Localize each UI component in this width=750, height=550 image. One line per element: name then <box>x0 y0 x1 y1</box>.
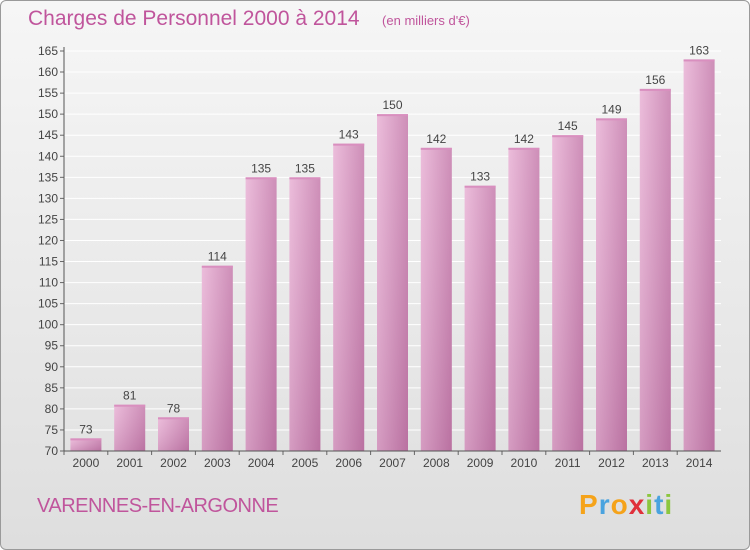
data-label: 133 <box>470 170 490 184</box>
logo-letter: i <box>664 489 674 520</box>
y-tick-label: 135 <box>38 170 58 184</box>
bar-shade <box>201 265 233 451</box>
bar-shade <box>596 118 627 452</box>
bar-top <box>114 404 146 407</box>
bar-shade <box>552 135 584 452</box>
logo-letter: r <box>598 489 611 520</box>
bar-top <box>552 135 584 138</box>
data-labels: 73 81 78 114 135 135 143 150 142 133 142 145 149 156 1… <box>79 43 709 436</box>
x-axis-ticks: 2000 2001 2002 2003 2004 2005 2006 2007 2008 2009… <box>63 451 713 470</box>
bar-top <box>377 114 408 117</box>
bar-top <box>639 88 671 91</box>
bar-shade <box>333 143 365 451</box>
x-tick-label: 2004 <box>248 456 275 470</box>
bar-shade <box>114 404 146 451</box>
data-label: 156 <box>645 73 665 87</box>
bars <box>70 59 715 452</box>
proxiti-logo: Proxiti <box>579 489 673 521</box>
y-tick-label: 105 <box>38 297 58 311</box>
y-tick-label: 115 <box>39 255 58 269</box>
bar-top <box>158 417 189 420</box>
x-tick-label: 2002 <box>160 456 187 470</box>
y-tick-label: 120 <box>38 233 58 247</box>
y-tick-label: 165 <box>38 44 58 58</box>
y-tick-label: 110 <box>39 276 58 290</box>
x-tick-label: 2011 <box>555 456 581 470</box>
bar-top <box>420 147 452 150</box>
data-label: 73 <box>79 422 93 436</box>
data-label: 149 <box>601 102 621 116</box>
y-tick-label: 80 <box>45 402 59 416</box>
x-tick-label: 2013 <box>642 456 669 470</box>
y-tick-label: 145 <box>38 128 58 142</box>
bar-shade <box>464 185 496 451</box>
logo-letter: o <box>610 489 629 520</box>
bar-shade <box>420 147 452 451</box>
x-tick-label: 2003 <box>204 456 231 470</box>
y-tick-label: 155 <box>38 86 58 100</box>
title-row: Charges de Personnel 2000 à 2014 (en mil… <box>28 7 470 31</box>
bar-top <box>201 265 233 268</box>
chart-subtitle: (en milliers d'€) <box>382 13 470 28</box>
data-label: 114 <box>208 250 227 264</box>
bar-shade <box>245 177 277 451</box>
y-tick-label: 130 <box>38 191 58 205</box>
data-label: 142 <box>514 132 534 146</box>
data-label: 142 <box>426 132 446 146</box>
bar-top <box>508 147 540 150</box>
bar-top <box>596 118 627 121</box>
bar-shade <box>289 177 321 451</box>
x-tick-label: 2006 <box>335 456 362 470</box>
logo-letter: i <box>645 489 655 520</box>
logo-letter: P <box>579 489 599 520</box>
x-tick-label: 2012 <box>598 456 625 470</box>
y-tick-label: 150 <box>38 107 58 121</box>
x-tick-label: 2010 <box>511 456 538 470</box>
y-tick-label: 85 <box>45 381 59 395</box>
y-tick-label: 70 <box>45 444 59 458</box>
bar-shade <box>639 88 671 451</box>
y-axis-ticks: 70 75 80 85 90 95 100 105 110 115 120 125 130 135 140 1… <box>38 44 64 458</box>
bar-shade <box>70 438 102 451</box>
y-tick-label: 95 <box>45 339 59 353</box>
bar-top <box>683 59 715 62</box>
bar-top <box>464 185 496 188</box>
data-label: 163 <box>689 43 709 57</box>
bar-shade <box>377 114 408 451</box>
bar-shade <box>508 147 540 451</box>
bar-top <box>289 177 321 180</box>
logo-letter: x <box>628 489 646 520</box>
x-tick-label: 2005 <box>292 456 319 470</box>
y-tick-label: 125 <box>38 212 58 226</box>
data-label: 135 <box>251 161 271 175</box>
y-tick-label: 90 <box>45 360 59 374</box>
data-label: 78 <box>167 401 181 415</box>
axes <box>63 47 721 452</box>
data-label: 143 <box>339 128 359 142</box>
bar-top <box>333 143 365 146</box>
data-label: 135 <box>295 161 315 175</box>
x-tick-label: 2001 <box>116 456 143 470</box>
y-tick-label: 160 <box>38 65 58 79</box>
bar-shade <box>683 59 715 451</box>
data-label: 145 <box>558 119 578 133</box>
y-tick-label: 75 <box>45 423 59 437</box>
bar-top <box>245 177 277 180</box>
x-tick-label: 2008 <box>423 456 450 470</box>
x-tick-label: 2000 <box>73 456 100 470</box>
commune-name: VARENNES-EN-ARGONNE <box>37 495 279 517</box>
bar-top <box>70 438 102 441</box>
y-tick-label: 140 <box>38 149 58 163</box>
bar-shade <box>158 417 189 451</box>
logo-letter: t <box>654 489 665 520</box>
data-label: 81 <box>123 389 137 403</box>
x-tick-label: 2007 <box>379 456 406 470</box>
data-label: 150 <box>382 98 402 112</box>
chart-title: Charges de Personnel 2000 à 2014 <box>28 7 360 30</box>
x-tick-label: 2009 <box>467 456 494 470</box>
y-tick-label: 100 <box>38 318 58 332</box>
x-tick-label: 2014 <box>686 456 713 470</box>
